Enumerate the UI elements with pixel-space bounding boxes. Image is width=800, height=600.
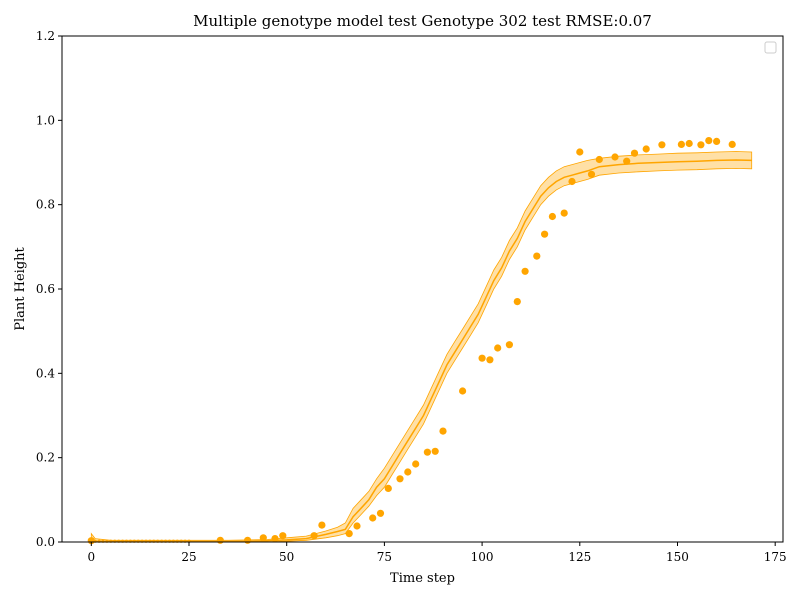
data-point — [595, 155, 603, 164]
data-point — [318, 521, 326, 529]
data-point — [587, 170, 596, 178]
y-tick-label: 0.0 — [36, 535, 55, 549]
data-point — [494, 344, 502, 352]
data-point — [713, 137, 721, 145]
data-point — [423, 448, 431, 456]
data-point — [404, 468, 412, 476]
x-tick-label: 175 — [764, 550, 787, 564]
data-point — [697, 141, 705, 149]
y-tick-label: 0.8 — [36, 198, 55, 212]
x-tick-label: 100 — [471, 550, 494, 564]
data-point — [728, 140, 736, 148]
data-point — [439, 427, 447, 435]
plot-frame — [61, 35, 784, 543]
y-tick-label: 0.2 — [36, 451, 55, 465]
y-ticks: 0.0 0.2 0.4 0.6 0.8 1.0 1.2 — [36, 29, 62, 549]
data-point — [376, 509, 385, 517]
x-tick-label: 0 — [87, 550, 95, 564]
x-ticks: 0 25 50 75 100 125 150 175 — [87, 542, 787, 564]
data-point — [611, 153, 619, 161]
data-point — [623, 157, 631, 165]
data-point — [548, 212, 557, 221]
data-point — [521, 267, 529, 275]
data-point — [642, 145, 650, 153]
data-point — [658, 141, 666, 149]
data-point — [478, 354, 486, 362]
data-point — [431, 447, 439, 455]
y-tick-label: 1.2 — [36, 29, 55, 43]
data-point — [630, 149, 639, 157]
legend-box — [764, 41, 777, 54]
confidence-band-layer — [90, 151, 753, 543]
data-point — [486, 356, 494, 364]
x-axis-label: Time step — [390, 571, 455, 586]
data-point — [87, 537, 95, 545]
x-tick-label: 125 — [568, 550, 591, 564]
data-point — [560, 209, 568, 217]
data-point — [216, 536, 224, 544]
x-tick-label: 150 — [666, 550, 689, 564]
data-point — [685, 139, 693, 148]
data-point — [384, 484, 392, 492]
x-tick-label: 25 — [181, 550, 196, 564]
data-point — [541, 230, 549, 238]
data-point — [353, 522, 361, 530]
y-tick-label: 1.0 — [36, 113, 55, 127]
data-point — [568, 177, 576, 186]
x-tick-label: 75 — [377, 550, 392, 564]
data-point — [244, 536, 252, 544]
data-point — [279, 532, 287, 540]
data-point — [459, 387, 467, 395]
data-point — [513, 298, 521, 306]
data-point — [705, 137, 713, 145]
data-point — [533, 252, 541, 260]
prediction-line — [91, 159, 752, 543]
observed-points-layer — [87, 137, 736, 545]
chart-title: Multiple genotype model test Genotype 30… — [193, 12, 652, 30]
data-point — [369, 514, 377, 522]
data-point — [576, 148, 584, 156]
data-point — [310, 532, 318, 540]
y-axis-label: Plant Height — [13, 246, 28, 330]
data-point — [505, 341, 513, 349]
confidence-band — [90, 151, 753, 543]
y-tick-label: 0.6 — [36, 282, 55, 296]
x-tick-label: 50 — [279, 550, 294, 564]
prediction-line-layer — [89, 159, 752, 543]
data-point — [271, 535, 279, 543]
data-point — [259, 534, 267, 542]
data-point — [345, 530, 353, 538]
data-point — [412, 460, 420, 468]
data-point — [677, 140, 686, 148]
data-point — [396, 475, 404, 483]
y-tick-label: 0.4 — [36, 366, 55, 380]
